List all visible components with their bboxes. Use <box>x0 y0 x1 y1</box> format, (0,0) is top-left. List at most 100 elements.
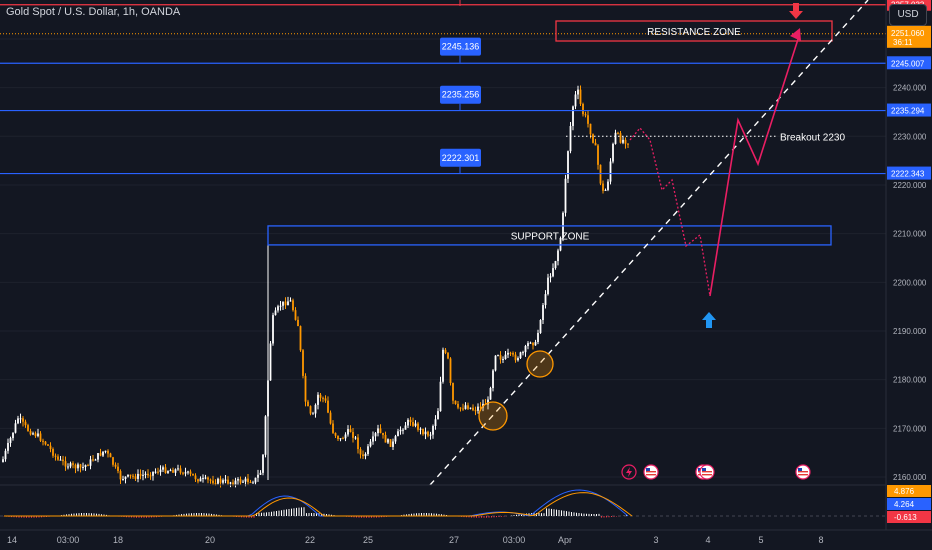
candle-body <box>259 472 262 475</box>
candle-body <box>452 383 454 401</box>
candle-body <box>172 470 174 473</box>
candle-body <box>412 422 414 426</box>
candle-body <box>214 483 217 485</box>
down-arrow <box>789 11 803 19</box>
candle-body <box>594 142 597 146</box>
candle-body <box>364 453 367 457</box>
candle-body <box>192 473 194 476</box>
candle-body <box>309 406 312 414</box>
candle-body <box>209 479 212 481</box>
candle-body <box>487 399 489 405</box>
projection-path-solid <box>709 32 801 297</box>
candle-body <box>499 355 502 360</box>
candle-body <box>297 319 299 327</box>
candle-body <box>152 471 154 476</box>
candle-body <box>257 474 259 478</box>
candle-body <box>519 352 522 359</box>
candle-body <box>249 482 252 484</box>
candle-body <box>197 479 199 482</box>
candle-body <box>437 411 439 420</box>
x-axis-tick-label: 3 <box>653 535 658 545</box>
candle-body <box>574 94 577 107</box>
flag-canton <box>702 468 706 471</box>
candle-body <box>232 482 234 485</box>
candle-body <box>222 480 224 483</box>
candle-body <box>429 434 432 436</box>
candle-body <box>64 461 67 467</box>
up-arrow <box>702 312 716 320</box>
candle-body <box>494 355 497 371</box>
candle-body <box>532 342 534 346</box>
candle-body <box>622 139 624 143</box>
x-axis-tick-label: 8 <box>818 535 823 545</box>
x-axis-tick-label: 18 <box>113 535 123 545</box>
candle-body <box>127 474 129 477</box>
currency-button[interactable]: USD <box>889 4 927 26</box>
candle-body <box>392 441 394 447</box>
candle-body <box>449 358 452 384</box>
candle-body <box>92 459 94 461</box>
level-tag-label: 2222.301 <box>442 153 480 163</box>
candle-body <box>187 471 189 473</box>
candle-body <box>189 471 192 474</box>
candle-body <box>359 449 362 455</box>
candle-body <box>284 301 287 306</box>
candle-body <box>349 429 352 433</box>
candle-body <box>279 305 282 307</box>
candle-body <box>627 143 629 145</box>
candle-body <box>122 479 124 481</box>
candle-body <box>29 431 32 435</box>
candle-body <box>124 476 127 480</box>
y-axis-tick-label: 2190.000 <box>893 327 927 336</box>
candle-body <box>414 423 417 426</box>
candle-body <box>234 480 237 485</box>
down-arrow-stem <box>793 3 799 11</box>
candle-body <box>227 479 229 484</box>
time-axis <box>0 530 932 550</box>
candle-body <box>602 183 604 191</box>
candle-body <box>319 394 322 398</box>
candle-body <box>537 332 539 342</box>
support-zone <box>267 225 832 246</box>
candle-body <box>504 354 507 359</box>
candle-body <box>262 454 264 473</box>
level-tag <box>440 85 481 104</box>
candle-body <box>114 464 117 467</box>
y-axis-tick-label: 2220.000 <box>893 181 927 190</box>
candle-body <box>59 459 62 461</box>
candle-body <box>107 450 109 454</box>
candle-body <box>559 237 562 251</box>
flag-stripe <box>798 474 808 476</box>
projection-arrowhead <box>790 28 801 41</box>
candle-body <box>194 475 197 480</box>
flag-stripe <box>702 471 712 473</box>
x-axis-tick-label: Apr <box>558 535 572 545</box>
candle-body <box>544 294 547 306</box>
candle-body <box>517 358 519 361</box>
candle-body <box>322 397 324 399</box>
candle-body <box>89 459 92 466</box>
highlight-circle <box>478 401 508 431</box>
candle-body <box>589 123 592 135</box>
candle-body <box>12 432 14 439</box>
candle-body <box>84 465 87 467</box>
candle-body <box>99 453 102 456</box>
axis-price-badge-label: 2245.007 <box>891 59 925 68</box>
candle-body <box>157 471 159 473</box>
current-price-badge <box>887 25 931 48</box>
candle-body <box>169 470 172 472</box>
candle-body <box>389 439 392 447</box>
candle-body <box>39 433 42 441</box>
flag-canton <box>646 468 650 471</box>
candles-group <box>2 85 629 488</box>
candle-body <box>577 89 579 95</box>
candle-body <box>617 132 619 134</box>
candle-body <box>292 300 294 311</box>
candle-body <box>277 306 279 311</box>
candle-body <box>242 481 244 483</box>
candle-body <box>237 479 239 481</box>
candle-body <box>454 400 457 404</box>
macd-signal-line <box>4 492 633 517</box>
